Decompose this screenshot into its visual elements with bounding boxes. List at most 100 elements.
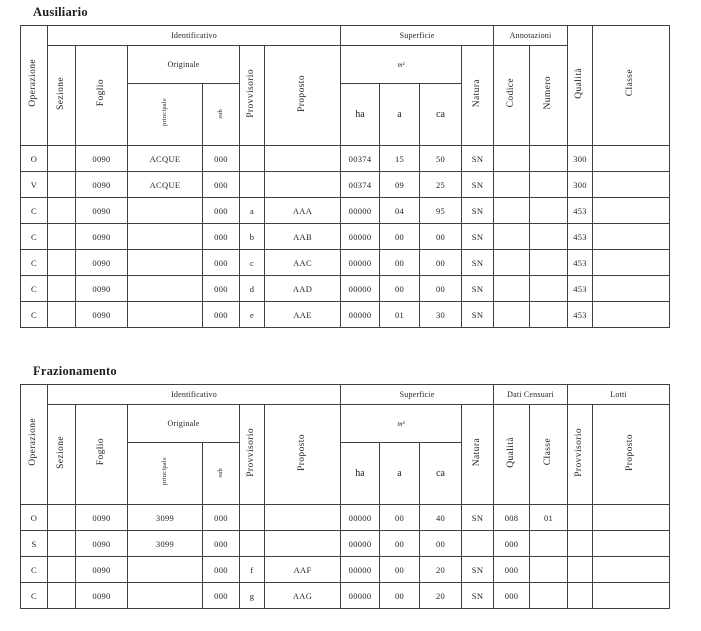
table-cell: 00 bbox=[379, 582, 421, 609]
table-cell: 00 bbox=[419, 275, 463, 302]
table-cell: SN bbox=[461, 556, 495, 583]
table-cell bbox=[127, 249, 203, 276]
col-group-identificativo: Identificativo bbox=[46, 25, 342, 46]
col-header-operazione: Operazione bbox=[20, 384, 48, 505]
col-header-foglio-label: Foglio bbox=[95, 438, 106, 466]
col-header-classe-label: Classe bbox=[542, 438, 553, 466]
table-cell bbox=[592, 249, 671, 276]
table-cell bbox=[127, 556, 203, 583]
table-cell bbox=[263, 145, 342, 172]
table-cell: 000 bbox=[202, 145, 240, 172]
table-cell bbox=[493, 275, 531, 302]
table-cell bbox=[567, 530, 594, 557]
document-sheet: Ausiliario Operazione Identificativo Sup… bbox=[20, 5, 671, 609]
table-cell: 00 bbox=[379, 249, 421, 276]
table-cell bbox=[127, 301, 203, 328]
col-header-qualita: Qualità bbox=[567, 25, 594, 146]
table-cell: 20 bbox=[419, 582, 463, 609]
table-cell bbox=[592, 223, 671, 250]
col-header-lotti-provvisorio-label: Provvisorio bbox=[574, 427, 585, 477]
table-cell bbox=[127, 275, 203, 302]
table-cell: O bbox=[20, 145, 48, 172]
table-cell: 01 bbox=[529, 504, 569, 531]
col-header-operazione-label: Operazione bbox=[28, 418, 39, 466]
table-cell: g bbox=[239, 582, 265, 609]
table-cell: 00000 bbox=[340, 197, 381, 224]
ausiliario-table-body: O 0090 ACQUE 000 00374 15 50 SN 300 V 0090 ACQUE 000… bbox=[20, 145, 671, 328]
col-header-ca: ca bbox=[419, 83, 463, 146]
table-cell bbox=[47, 249, 76, 276]
table-cell bbox=[529, 556, 569, 583]
col-header-a: a bbox=[379, 442, 421, 505]
col-group-originale: Originale bbox=[127, 404, 240, 443]
table-cell bbox=[461, 530, 495, 557]
table-cell: 000 bbox=[202, 197, 240, 224]
table-cell: f bbox=[239, 556, 265, 583]
table-cell: 0090 bbox=[75, 171, 128, 198]
table-cell bbox=[493, 301, 531, 328]
table-cell: 04 bbox=[379, 197, 421, 224]
table-cell: 0090 bbox=[75, 530, 128, 557]
table-cell: 0090 bbox=[75, 556, 128, 583]
table-cell bbox=[239, 145, 265, 172]
table-cell bbox=[529, 275, 569, 302]
col-header-foglio: Foglio bbox=[75, 45, 128, 146]
frazionamento-header: Operazione Identificativo Superficie Dat… bbox=[20, 384, 671, 505]
table-cell: d bbox=[239, 275, 265, 302]
table-cell: 00 bbox=[379, 556, 421, 583]
col-header-principale: principale bbox=[127, 83, 203, 146]
table-cell: 09 bbox=[379, 171, 421, 198]
col-header-numero: Numero bbox=[529, 45, 569, 146]
col-group-annotazioni: Annotazioni bbox=[493, 25, 569, 46]
col-header-codice: Codice bbox=[493, 45, 531, 146]
col-header-foglio: Foglio bbox=[75, 404, 128, 505]
col-header-proposto-label: Proposto bbox=[296, 433, 307, 471]
table-cell: 0090 bbox=[75, 301, 128, 328]
table-cell: 15 bbox=[379, 145, 421, 172]
table-cell: 40 bbox=[419, 504, 463, 531]
table-cell bbox=[592, 145, 671, 172]
table-cell: 000 bbox=[202, 249, 240, 276]
table-row: C 0090 000 b AAB 00000 00 00 SN 453 bbox=[20, 223, 671, 250]
table-cell: SN bbox=[461, 275, 495, 302]
col-header-sezione-label: Sezione bbox=[55, 76, 66, 110]
table-cell bbox=[239, 530, 265, 557]
table-cell: 0090 bbox=[75, 197, 128, 224]
table-cell bbox=[529, 582, 569, 609]
table-cell bbox=[263, 530, 342, 557]
col-header-provvisorio-label: Provvisorio bbox=[246, 68, 257, 118]
table-cell bbox=[47, 197, 76, 224]
col-header-classe: Classe bbox=[529, 404, 569, 505]
table-cell: 00000 bbox=[340, 556, 381, 583]
table-cell bbox=[47, 582, 76, 609]
col-header-sezione-label: Sezione bbox=[55, 435, 66, 469]
col-header-sub: sub bbox=[202, 442, 240, 505]
table-cell: 25 bbox=[419, 171, 463, 198]
table-cell bbox=[47, 556, 76, 583]
table-cell: AAB bbox=[263, 223, 342, 250]
col-header-principale-label: principale bbox=[160, 457, 168, 485]
table-cell: 008 bbox=[493, 504, 531, 531]
table-cell: SN bbox=[461, 223, 495, 250]
table-cell: 00000 bbox=[340, 249, 381, 276]
col-header-operazione: Operazione bbox=[20, 25, 48, 146]
col-group-originale: Originale bbox=[127, 45, 240, 84]
table-cell bbox=[529, 249, 569, 276]
table-cell: C bbox=[20, 223, 48, 250]
table-cell bbox=[567, 504, 594, 531]
table-cell: SN bbox=[461, 301, 495, 328]
table-cell: C bbox=[20, 197, 48, 224]
table-cell: 3099 bbox=[127, 530, 203, 557]
table-cell bbox=[263, 171, 342, 198]
table-cell: 000 bbox=[493, 530, 531, 557]
table-cell: C bbox=[20, 301, 48, 328]
col-header-lotti-proposto-label: Proposto bbox=[625, 433, 636, 471]
col-header-provvisorio: Provvisorio bbox=[239, 45, 265, 146]
table-cell bbox=[493, 197, 531, 224]
col-header-qualita: Qualità bbox=[493, 404, 531, 505]
table-cell bbox=[529, 223, 569, 250]
col-header-qualita-label: Qualità bbox=[505, 436, 516, 468]
col-header-foglio-label: Foglio bbox=[95, 79, 106, 107]
table-cell: 453 bbox=[567, 301, 594, 328]
table-cell bbox=[592, 504, 671, 531]
